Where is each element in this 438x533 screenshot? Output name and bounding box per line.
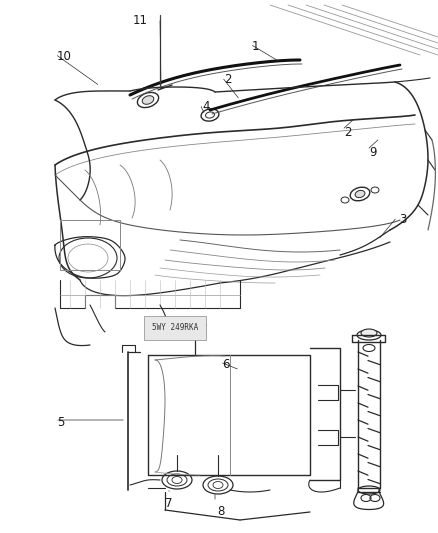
Text: 4: 4	[202, 100, 209, 113]
Text: 7: 7	[165, 497, 173, 510]
Text: 6: 6	[222, 358, 230, 371]
Text: 2: 2	[344, 126, 352, 139]
Text: 2: 2	[224, 73, 232, 86]
Text: 8: 8	[217, 505, 224, 518]
Text: 10: 10	[57, 50, 72, 63]
Text: 9: 9	[369, 146, 377, 159]
Ellipse shape	[361, 329, 377, 337]
Text: 5WY 249RKA: 5WY 249RKA	[152, 324, 198, 333]
Text: 11: 11	[133, 14, 148, 27]
Ellipse shape	[355, 190, 365, 198]
Text: 3: 3	[399, 213, 406, 226]
Text: 1: 1	[252, 40, 259, 53]
Text: 5: 5	[57, 416, 64, 429]
Ellipse shape	[142, 96, 154, 104]
